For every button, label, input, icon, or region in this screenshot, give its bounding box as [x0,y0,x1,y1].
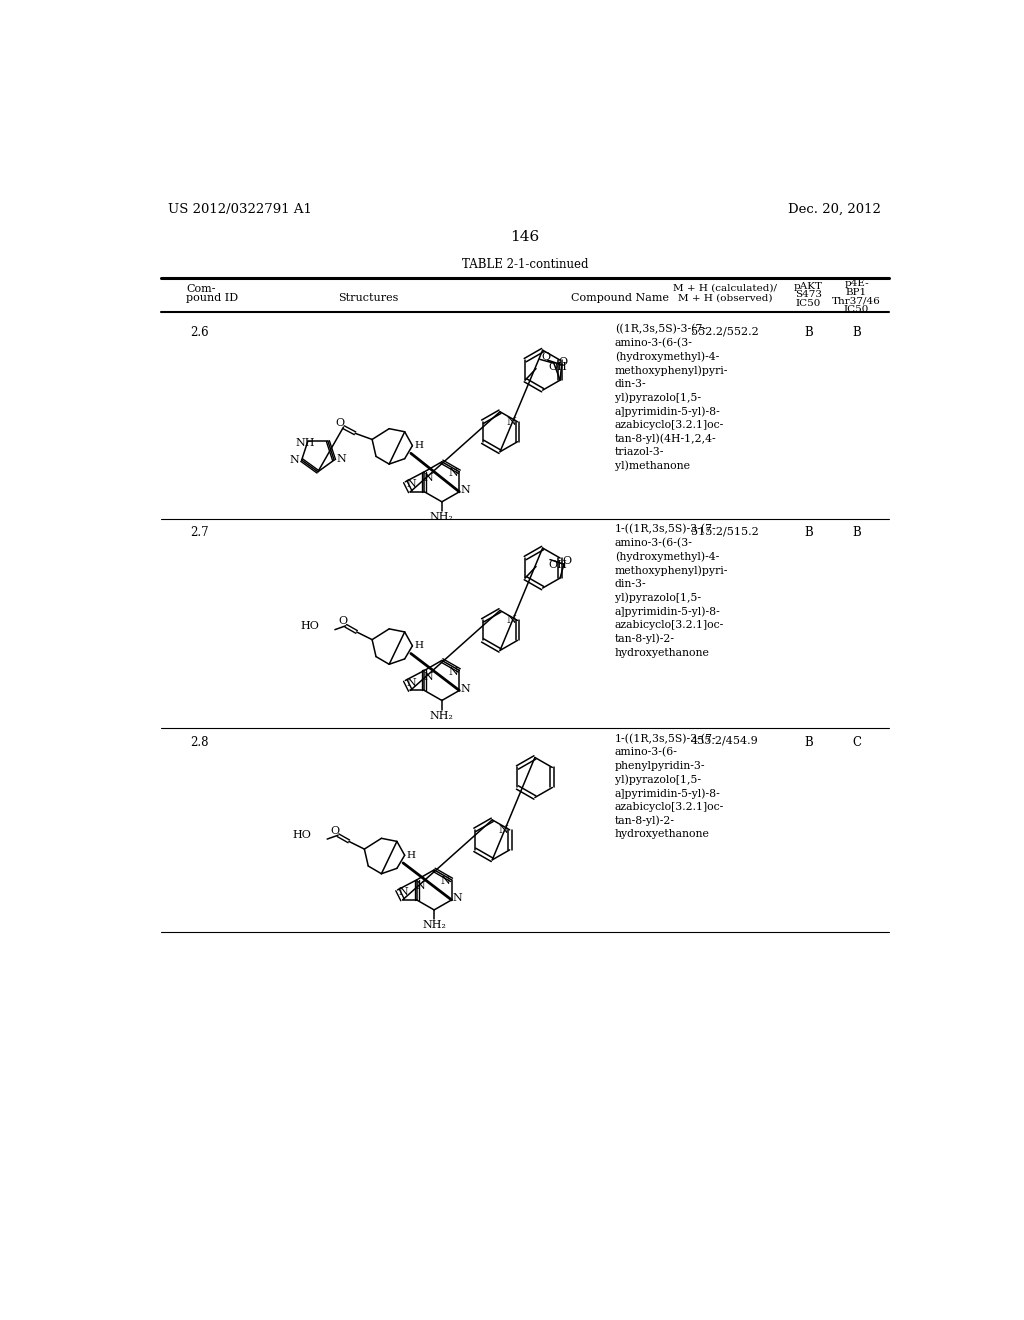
Text: O: O [338,616,347,626]
Text: N: N [507,417,516,426]
Text: HO: HO [293,830,311,841]
Text: N: N [461,684,470,694]
Text: H: H [414,642,423,651]
Text: O: O [562,556,571,566]
Text: B: B [804,527,813,540]
Text: N: N [399,887,409,898]
Text: O: O [559,356,567,367]
Text: N: N [424,672,433,681]
Text: O: O [335,417,344,428]
Text: N: N [440,876,451,887]
Text: 552.2/552.2: 552.2/552.2 [691,326,759,337]
Text: O: O [331,825,340,836]
Text: Dec. 20, 2012: Dec. 20, 2012 [788,203,882,216]
Text: C: C [852,737,861,748]
Text: 515.2/515.2: 515.2/515.2 [691,527,759,536]
Text: NH: NH [295,438,314,447]
Text: N: N [416,880,425,891]
Text: 455.2/454.9: 455.2/454.9 [691,737,759,746]
Text: H: H [407,851,416,859]
Text: N: N [407,677,417,688]
Text: p4E-: p4E- [844,280,868,288]
Text: N: N [461,486,470,495]
Text: OH: OH [549,362,567,372]
Text: O: O [542,352,551,362]
Text: NH₂: NH₂ [422,920,446,931]
Text: N: N [336,454,346,463]
Text: B: B [804,326,813,339]
Text: M + H (calculated)/: M + H (calculated)/ [673,284,777,293]
Text: N: N [499,825,508,834]
Text: 146: 146 [510,230,540,244]
Text: N: N [507,615,516,626]
Text: IC50: IC50 [796,298,821,308]
Text: IC50: IC50 [844,305,869,314]
Text: H: H [414,441,423,450]
Text: N: N [290,455,300,465]
Text: N: N [449,667,458,677]
Text: HO: HO [301,620,319,631]
Text: OH: OH [549,560,567,570]
Text: 2.6: 2.6 [190,326,209,339]
Text: B: B [804,737,813,748]
Text: Com-: Com- [186,284,216,294]
Text: B: B [852,326,861,339]
Text: M + H (observed): M + H (observed) [678,293,772,302]
Text: N: N [449,469,458,478]
Text: Thr37/46: Thr37/46 [833,296,881,305]
Text: pAKT: pAKT [794,281,823,290]
Text: TABLE 2-1-continued: TABLE 2-1-continued [462,259,588,272]
Text: ((1R,3s,5S)-3-(7-
amino-3-(6-(3-
(hydroxymethyl)-4-
methoxyphenyl)pyri-
din-3-
y: ((1R,3s,5S)-3-(7- amino-3-(6-(3- (hydrox… [614,323,728,471]
Text: Structures: Structures [338,293,398,304]
Text: NH₂: NH₂ [430,711,454,721]
Text: Compound Name: Compound Name [571,293,669,304]
Text: S473: S473 [795,290,822,300]
Text: pound ID: pound ID [186,293,239,304]
Text: 1-((1R,3s,5S)-3-(7-
amino-3-(6-
phenylpyridin-3-
yl)pyrazolo[1,5-
a]pyrimidin-5-: 1-((1R,3s,5S)-3-(7- amino-3-(6- phenylpy… [614,734,724,840]
Text: US 2012/0322791 A1: US 2012/0322791 A1 [168,203,312,216]
Text: 2.7: 2.7 [190,527,209,540]
Text: N: N [453,894,463,903]
Text: BP1: BP1 [846,288,867,297]
Text: 1-((1R,3s,5S)-3-(7-
amino-3-(6-(3-
(hydroxymethyl)-4-
methoxyphenyl)pyri-
din-3-: 1-((1R,3s,5S)-3-(7- amino-3-(6-(3- (hydr… [614,524,728,657]
Text: N: N [424,473,433,483]
Text: 2.8: 2.8 [190,737,209,748]
Text: N: N [407,479,417,490]
Text: NH₂: NH₂ [430,512,454,523]
Text: B: B [852,527,861,540]
